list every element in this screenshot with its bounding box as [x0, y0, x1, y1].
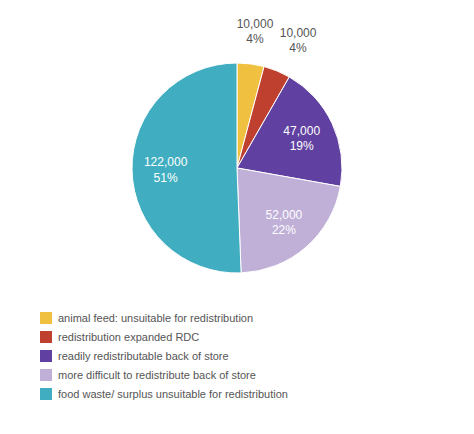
- percent-label: 4%: [246, 32, 264, 46]
- legend-item: animal feed: unsuitable for redistributi…: [40, 312, 253, 324]
- value-label: 47,000: [283, 124, 320, 138]
- legend-swatch: [40, 388, 52, 400]
- legend-swatch: [40, 331, 52, 343]
- percent-label: 4%: [289, 41, 307, 55]
- legend-item: redistribution expanded RDC: [40, 331, 199, 343]
- legend-item: readily redistributable back of store: [40, 350, 229, 362]
- legend-label: readily redistributable back of store: [58, 350, 229, 362]
- value-label: 122,000: [144, 155, 188, 169]
- data-labels: 10,0004%10,0004%47,00019%52,00022%122,00…: [144, 17, 320, 238]
- data-label: 47,00019%: [283, 124, 320, 154]
- value-label: 10,000: [237, 17, 274, 31]
- data-label: 52,00022%: [266, 208, 303, 238]
- legend-label: food waste/ surplus unsuitable for redis…: [58, 388, 288, 400]
- legend-label: animal feed: unsuitable for redistributi…: [58, 312, 253, 324]
- slice: [237, 77, 342, 186]
- legend: animal feed: unsuitable for redistributi…: [40, 312, 288, 400]
- legend-item: more difficult to redistribute back of s…: [40, 369, 256, 381]
- legend-item: food waste/ surplus unsuitable for redis…: [40, 388, 288, 400]
- legend-swatch: [40, 312, 52, 324]
- chart: 10,0004%10,0004%47,00019%52,00022%122,00…: [0, 0, 474, 434]
- legend-swatch: [40, 350, 52, 362]
- data-label: 10,0004%: [237, 17, 274, 47]
- legend-label: redistribution expanded RDC: [58, 331, 199, 343]
- slice: [132, 63, 241, 273]
- percent-label: 51%: [154, 171, 178, 185]
- legend-swatch: [40, 369, 52, 381]
- data-label: 122,000 51%: [144, 155, 188, 185]
- value-label: 10,000: [280, 26, 317, 40]
- value-label: 52,000: [266, 208, 303, 222]
- legend-label: more difficult to redistribute back of s…: [58, 369, 256, 381]
- slice: [237, 168, 340, 273]
- pie: [132, 63, 342, 273]
- percent-label: 22%: [272, 223, 296, 237]
- percent-label: 19%: [290, 139, 314, 153]
- data-label: 10,0004%: [280, 26, 317, 56]
